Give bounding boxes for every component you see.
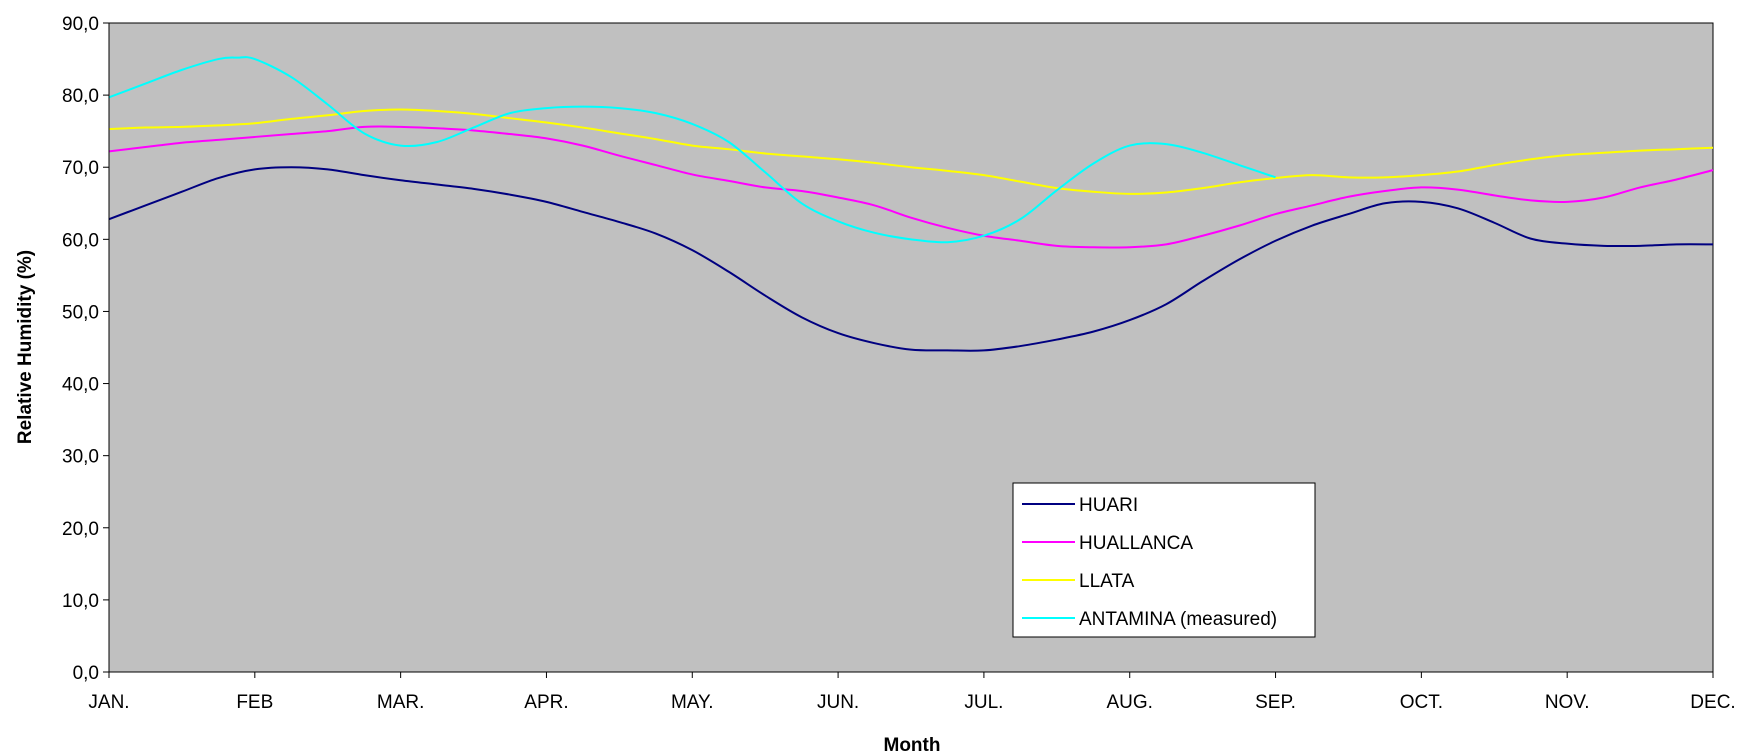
plot-area <box>108 22 1714 673</box>
x-tick-label: JAN. <box>88 692 129 713</box>
x-tick-label: AUG. <box>1107 692 1153 713</box>
legend-label-huallanca: HUALLANCA <box>1079 533 1193 554</box>
series-line-huallanca <box>108 125 1714 249</box>
x-tick-label: MAR. <box>377 692 425 713</box>
legend-box <box>1012 482 1316 638</box>
series-line-llata <box>108 108 1714 195</box>
legend-label-huari: HUARI <box>1079 495 1138 516</box>
y-tick-label: 90,0 <box>62 14 99 35</box>
x-tick-label: FEB <box>236 692 273 713</box>
legend: HUARI HUALLANCA LLATA ANTAMINA (measured) <box>1012 482 1316 638</box>
legend-label-antamina-measured: ANTAMINA (measured) <box>1079 609 1277 630</box>
x-tick-label: APR. <box>524 692 568 713</box>
y-tick-label: 10,0 <box>62 591 99 612</box>
x-axis-title: Month <box>884 735 941 755</box>
y-tick-label: 20,0 <box>62 519 99 540</box>
x-tick-label: MAY. <box>671 692 714 713</box>
legend-label-llata: LLATA <box>1079 571 1135 592</box>
y-tick-label: 30,0 <box>62 447 99 468</box>
x-tick-label: SEP. <box>1255 692 1296 713</box>
y-tick-label: 60,0 <box>62 230 99 251</box>
y-tick-label: 0,0 <box>73 663 99 684</box>
series-layer <box>108 56 1714 352</box>
legend-items: HUARI HUALLANCA LLATA ANTAMINA (measured) <box>1022 495 1277 630</box>
y-tick-label: 70,0 <box>62 158 99 179</box>
y-tick-label: 50,0 <box>62 302 99 323</box>
x-tick-label: JUN. <box>817 692 859 713</box>
series-line-huari <box>108 166 1714 352</box>
y-tick-label: 80,0 <box>62 86 99 107</box>
series-line-antamina-measured <box>108 56 1276 244</box>
y-axis-title: Relative Humidity (%) <box>15 250 36 444</box>
x-tick-label: JUL. <box>964 692 1003 713</box>
x-tick-label: OCT. <box>1400 692 1443 713</box>
x-tick-label: NOV. <box>1545 692 1590 713</box>
x-tick-label: DEC. <box>1690 692 1735 713</box>
y-tick-label: 40,0 <box>62 375 99 396</box>
axes-layer: 0,0 10,0 20,0 30,0 40,0 50,0 60,0 70,0 80,0 90,0 J… <box>62 14 1736 713</box>
